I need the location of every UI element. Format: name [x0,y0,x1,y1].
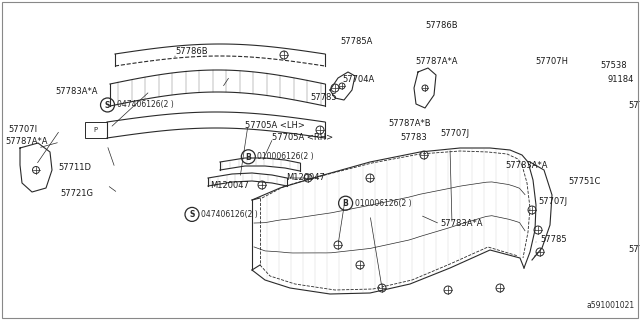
Text: 57786B: 57786B [425,21,458,30]
Text: 57705A <RH>: 57705A <RH> [272,133,333,142]
Text: S: S [189,211,195,220]
Text: B: B [246,153,251,162]
Text: M120047: M120047 [286,173,325,182]
Text: 57707H: 57707H [535,58,568,67]
Text: 57787A*B: 57787A*B [628,245,640,254]
Text: 57785: 57785 [310,93,337,102]
Text: 57704A: 57704A [342,75,374,84]
Text: 57751C: 57751C [568,177,600,186]
Text: 010006126(2 ): 010006126(2 ) [257,152,314,161]
Text: 57783A*A: 57783A*A [55,86,97,95]
Text: 91184: 91184 [608,75,634,84]
Text: B: B [343,199,348,208]
Text: P: P [93,127,97,133]
Text: 57721G: 57721G [60,188,93,197]
Text: 57785: 57785 [540,236,566,244]
Text: S: S [105,101,110,110]
Text: 57783A*A: 57783A*A [440,220,483,228]
Text: 010006126(2 ): 010006126(2 ) [355,199,412,208]
Text: 047406126(2 ): 047406126(2 ) [116,100,173,109]
Text: 57783: 57783 [400,133,427,142]
Text: 57707I: 57707I [8,125,37,134]
Text: 57538: 57538 [600,60,627,69]
Text: 047406126(2 ): 047406126(2 ) [201,210,258,219]
Text: 57787A*A: 57787A*A [415,58,458,67]
Text: 57785A: 57785A [340,36,372,45]
Text: 57711D: 57711D [58,164,91,172]
Text: 57707J: 57707J [440,129,469,138]
Text: 57705A <LH>: 57705A <LH> [245,121,305,130]
Text: 57787A*A: 57787A*A [5,138,47,147]
Text: 57785A: 57785A [628,100,640,109]
Text: 57707J: 57707J [538,197,567,206]
Text: 57783A*A: 57783A*A [505,162,547,171]
Text: a591001021: a591001021 [587,301,635,310]
Text: M120047: M120047 [210,180,249,189]
Bar [85,122,107,138]
Text: 57786B: 57786B [175,47,207,57]
Text: 57787A*B: 57787A*B [388,119,431,129]
